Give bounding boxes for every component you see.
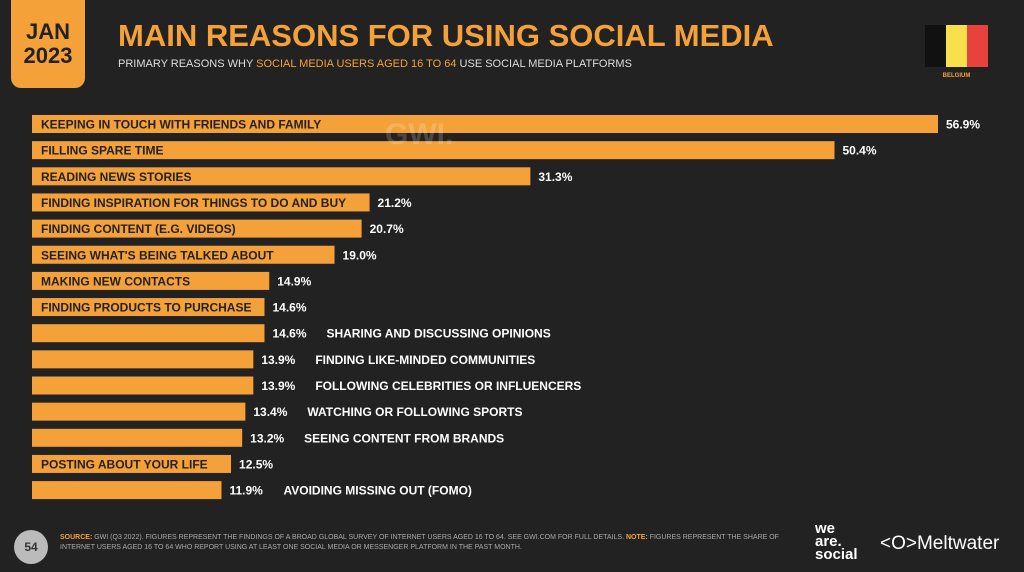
value-label: 13.4% — [253, 405, 287, 419]
value-label: 13.2% — [250, 431, 284, 445]
category-label: SEEING WHAT'S BEING TALKED ABOUT — [41, 248, 274, 262]
meltwater-logo: <O>Meltwater — [880, 533, 1000, 554]
category-label: FINDING PRODUCTS TO PURCHASE — [41, 301, 251, 315]
category-label: FILLING SPARE TIME — [41, 144, 163, 158]
value-label: 50.4% — [843, 144, 877, 158]
value-label: 13.9% — [261, 353, 295, 367]
subtitle-post: USE SOCIAL MEDIA PLATFORMS — [456, 58, 632, 70]
bar — [32, 402, 246, 421]
value-label: 11.9% — [229, 484, 263, 498]
bar — [32, 428, 243, 447]
value-label: 14.6% — [272, 301, 306, 315]
belgium-flag-icon — [925, 25, 988, 67]
bar — [32, 193, 370, 212]
category-label: POSTING ABOUT YOUR LIFE — [41, 457, 208, 471]
category-label: SHARING AND DISCUSSING OPINIONS — [326, 327, 550, 341]
category-label: SEEING CONTENT FROM BRANDS — [304, 431, 504, 445]
bar — [32, 454, 232, 473]
bar — [32, 376, 254, 395]
date-badge: JAN 2023 — [11, 0, 85, 88]
note-text: FIGURES REPRESENT THE SHARE OF INTERNET … — [60, 534, 779, 551]
bar — [32, 167, 531, 186]
category-label: FINDING INSPIRATION FOR THINGS TO DO AND… — [41, 196, 346, 210]
value-label: 21.2% — [378, 196, 412, 210]
meltwater-text: Meltwater — [916, 533, 1000, 554]
value-label: 14.9% — [277, 274, 311, 288]
value-label: 56.9% — [946, 118, 980, 132]
value-label: 20.7% — [370, 222, 404, 236]
country-label: BELGIUM — [942, 73, 971, 79]
source-text: GWI (Q3 2022). FIGURES REPRESENT THE FIN… — [92, 534, 626, 541]
category-label: WATCHING OR FOLLOWING SPORTS — [307, 405, 522, 419]
we-are-social-logo: we are. social — [815, 520, 858, 563]
year: 2023 — [23, 43, 73, 68]
bar — [32, 271, 270, 290]
source-label: SOURCE: — [60, 534, 93, 541]
bar — [32, 324, 265, 343]
bar — [32, 219, 362, 238]
category-label: FINDING CONTENT (E.G. VIDEOS) — [41, 222, 236, 236]
subtitle-highlight: SOCIAL MEDIA USERS AGED 16 TO 64 — [256, 58, 457, 70]
value-label: 31.3% — [538, 170, 572, 184]
category-label: READING NEWS STORIES — [41, 170, 191, 184]
gwi-watermark: GWI. — [385, 118, 454, 151]
page-title: MAIN REASONS FOR USING SOCIAL MEDIA — [118, 18, 774, 53]
bar — [32, 298, 265, 317]
category-label: KEEPING IN TOUCH WITH FRIENDS AND FAMILY — [41, 118, 321, 132]
value-label: 14.6% — [272, 327, 306, 341]
page-number: 54 — [14, 530, 48, 564]
subtitle-pre: PRIMARY REASONS WHY — [118, 58, 257, 70]
bar — [32, 141, 835, 160]
value-label: 19.0% — [343, 248, 377, 262]
subtitle: PRIMARY REASONS WHY SOCIAL MEDIA USERS A… — [118, 58, 632, 70]
value-label: 12.5% — [239, 457, 273, 471]
source-note: SOURCE: GWI (Q3 2022). FIGURES REPRESENT… — [60, 533, 800, 553]
note-label: NOTE: — [625, 534, 648, 541]
category-label: FOLLOWING CELEBRITIES OR INFLUENCERS — [315, 379, 581, 393]
bar — [32, 350, 254, 369]
category-label: MAKING NEW CONTACTS — [41, 274, 190, 288]
bar — [32, 481, 222, 500]
category-label: FINDING LIKE-MINDED COMMUNITIES — [315, 353, 535, 367]
bar — [32, 245, 335, 264]
bar — [32, 115, 938, 133]
value-label: 13.9% — [261, 379, 295, 393]
category-label: AVOIDING MISSING OUT (FOMO) — [283, 484, 471, 498]
month: JAN — [25, 19, 70, 44]
